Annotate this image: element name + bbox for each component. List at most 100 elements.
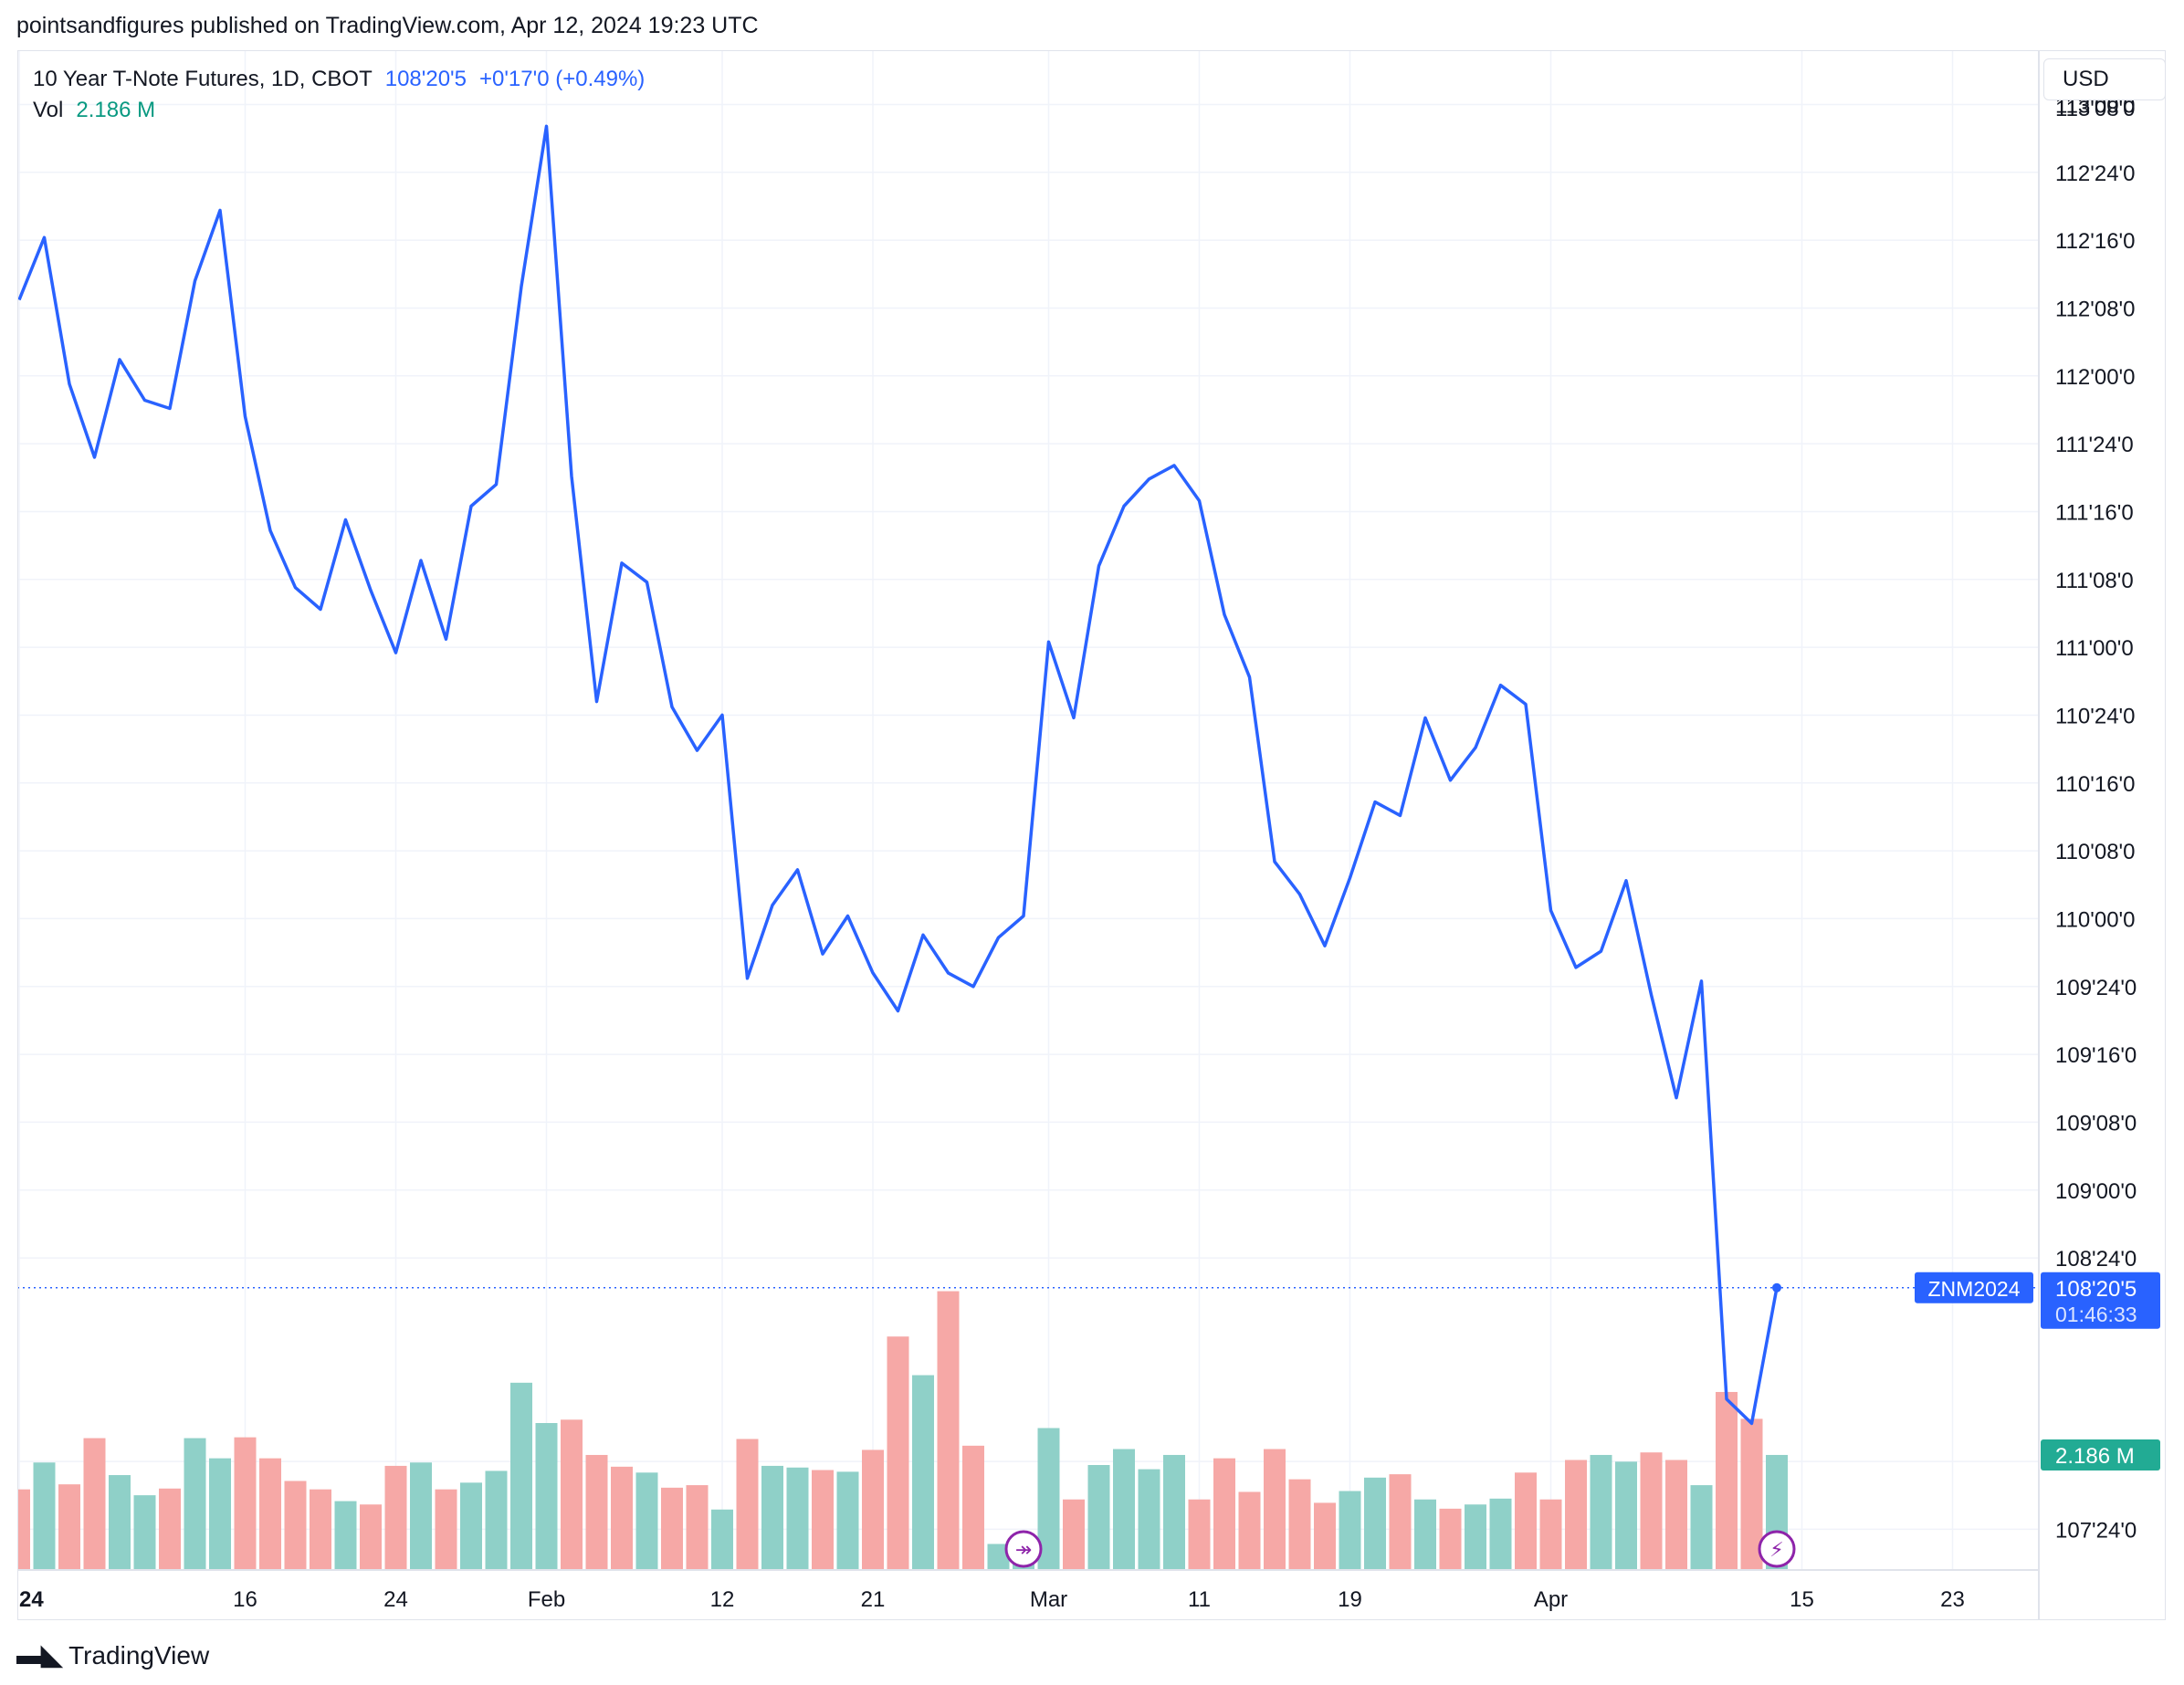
x-tick-label: 11 bbox=[1188, 1587, 1211, 1612]
earnings-marker-icon bbox=[1758, 1530, 1796, 1568]
tradingview-logo-icon: ▬◣ bbox=[16, 1640, 62, 1670]
volume-tag-bg bbox=[2041, 1439, 2160, 1470]
volume-bar bbox=[937, 1291, 960, 1570]
x-tick-label: Apr bbox=[1534, 1587, 1568, 1612]
volume-bar bbox=[1238, 1491, 1261, 1570]
volume-bar bbox=[1590, 1454, 1612, 1570]
volume-bar bbox=[561, 1419, 583, 1570]
x-tick-label: 15 bbox=[1790, 1587, 1814, 1612]
volume-bar bbox=[510, 1382, 532, 1570]
earnings-marker-icon-glyph: ⚡ bbox=[1769, 1539, 1783, 1562]
y-tick-label: 112'00'0 bbox=[2055, 365, 2135, 390]
volume-bar bbox=[736, 1439, 759, 1570]
volume-bar bbox=[812, 1470, 834, 1570]
y-tick-label: 109'08'0 bbox=[2055, 1111, 2137, 1136]
y-tick-label: 110'16'0 bbox=[2055, 772, 2135, 797]
y-tick-label: 110'00'0 bbox=[2055, 907, 2135, 932]
dividend-marker-icon bbox=[1004, 1530, 1043, 1568]
volume-bar bbox=[1163, 1454, 1185, 1570]
volume-bar bbox=[1364, 1477, 1386, 1570]
x-tick-label: 12 bbox=[710, 1587, 735, 1612]
price-tag-bg bbox=[2041, 1272, 2160, 1329]
volume-bar bbox=[1716, 1391, 1738, 1570]
y-tick-label: 109'00'0 bbox=[2055, 1179, 2137, 1204]
volume-bar bbox=[1489, 1498, 1512, 1570]
volume-bar bbox=[535, 1423, 558, 1570]
y-tick-label: 107'24'0 bbox=[2055, 1518, 2137, 1543]
volume-bar bbox=[887, 1336, 909, 1570]
volume-bar bbox=[1515, 1472, 1537, 1570]
price-line bbox=[17, 124, 1779, 1426]
volume-bar bbox=[209, 1458, 231, 1570]
volume-bar bbox=[761, 1465, 783, 1570]
volume-bar bbox=[1615, 1461, 1637, 1570]
axes: 107'24'0108'00'0108'24'0109'00'0109'08'0… bbox=[17, 50, 2166, 1620]
volume-bar bbox=[585, 1454, 608, 1570]
price-chart[interactable]: ↠⚡ 107'24'0108'00'0108'24'0109'00'0109'0… bbox=[17, 50, 2166, 1620]
volume-bar bbox=[435, 1489, 457, 1570]
volume-bar bbox=[686, 1485, 709, 1570]
volume-bar bbox=[962, 1445, 984, 1570]
volume-bar bbox=[109, 1475, 131, 1570]
dividend-marker-icon-glyph: ↠ bbox=[1015, 1539, 1032, 1562]
volume-bar bbox=[234, 1437, 257, 1570]
y-tick-label: 111'24'0 bbox=[2055, 433, 2134, 457]
volume-bar bbox=[786, 1467, 809, 1570]
x-tick-label: 19 bbox=[1338, 1587, 1362, 1612]
volume-bar bbox=[1063, 1499, 1085, 1570]
price-tags: ZNM2024 108'20'501:46:33 2.186 M bbox=[1915, 1272, 2160, 1470]
legend-symbol[interactable]: 10 Year T-Note Futures, 1D, CBOT bbox=[33, 67, 373, 91]
x-tick-label: Mar bbox=[1030, 1587, 1067, 1612]
volume-bar bbox=[1339, 1491, 1361, 1570]
y-tick-label-partial: 113'08'0 bbox=[2055, 97, 2135, 121]
volume-bar bbox=[1288, 1479, 1311, 1570]
legend-vol-value: 2.186 M bbox=[76, 98, 156, 122]
y-tick-label: 110'24'0 bbox=[2055, 704, 2135, 728]
volume-bar bbox=[836, 1471, 859, 1570]
y-tick-label: 111'08'0 bbox=[2055, 569, 2134, 593]
y-tick-label: 109'24'0 bbox=[2055, 976, 2137, 1000]
volume-bar bbox=[1389, 1474, 1412, 1570]
volume-bar bbox=[310, 1489, 331, 1570]
volume-bar bbox=[1690, 1485, 1713, 1570]
volume-bar bbox=[259, 1458, 281, 1570]
volume-bar bbox=[1565, 1460, 1587, 1570]
volume-bar bbox=[334, 1501, 357, 1570]
volume-bar bbox=[661, 1487, 683, 1570]
legend-vol-label[interactable]: Vol bbox=[33, 98, 64, 122]
volume-bar bbox=[159, 1488, 181, 1570]
volume-bar bbox=[17, 1489, 30, 1570]
x-tick-label: 16 bbox=[233, 1587, 257, 1612]
volume-bar bbox=[1188, 1499, 1211, 1570]
volume-bar bbox=[1465, 1504, 1486, 1570]
volume-bar bbox=[912, 1375, 934, 1570]
volume-bar bbox=[284, 1481, 307, 1570]
currency-selector[interactable]: USD bbox=[2043, 58, 2166, 100]
legend-price: 108'20'5 bbox=[384, 67, 467, 91]
volume-bar bbox=[862, 1450, 884, 1570]
x-tick-label: Feb bbox=[528, 1587, 565, 1612]
volume-bar bbox=[33, 1462, 56, 1570]
y-tick-label: 112'16'0 bbox=[2055, 229, 2135, 254]
x-tick-label: 23 bbox=[1940, 1587, 1965, 1612]
y-tick-label: 111'16'0 bbox=[2055, 500, 2134, 525]
y-tick-label: 112'08'0 bbox=[2055, 297, 2135, 321]
volume-bar bbox=[460, 1482, 482, 1570]
chart-area[interactable]: ↠⚡ 107'24'0108'00'0108'24'0109'00'0109'0… bbox=[17, 50, 2166, 1620]
volume-bar bbox=[1414, 1499, 1436, 1570]
tradingview-brand[interactable]: ▬◣ TradingView bbox=[16, 1639, 209, 1671]
price-line-layer: ↠ ⚡ bbox=[17, 124, 2039, 1568]
volume-bar bbox=[133, 1495, 156, 1570]
x-tick-label: 21 bbox=[861, 1587, 886, 1612]
volume-bar bbox=[1087, 1465, 1110, 1570]
price-tag-countdown: 01:46:33 bbox=[2055, 1303, 2137, 1326]
brand-label: TradingView bbox=[68, 1640, 210, 1669]
chart-legend: 10 Year T-Note Futures, 1D, CBOT 108'20'… bbox=[33, 64, 645, 126]
publisher-line: pointsandfigures published on TradingVie… bbox=[16, 13, 759, 38]
legend-change: +0'17'0 (+0.49%) bbox=[478, 67, 646, 91]
chart-border bbox=[17, 50, 2166, 1620]
volume-bar bbox=[1138, 1469, 1160, 1570]
volume-bar bbox=[1213, 1458, 1235, 1570]
volume-tag-value: 2.186 M bbox=[2055, 1444, 2135, 1469]
volume-bar bbox=[360, 1504, 382, 1570]
